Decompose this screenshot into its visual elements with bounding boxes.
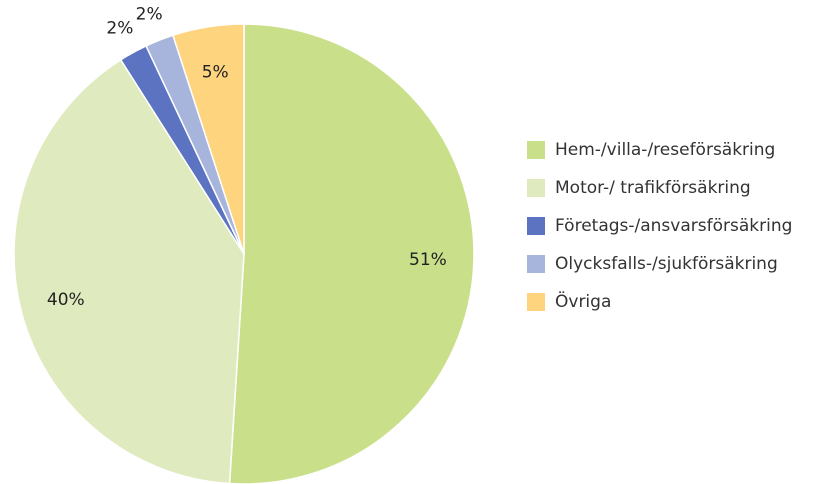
legend-swatch	[527, 293, 545, 311]
legend-label: Hem-/villa-/reseförsäkring	[555, 140, 775, 160]
data-label: 5%	[202, 62, 229, 82]
pie-slice	[171, 23, 245, 255]
legend-label: Övriga	[555, 290, 611, 312]
data-label: 51%	[409, 250, 447, 270]
legend-swatch	[527, 255, 545, 273]
legend-label: Företags-/ansvarsförsäkring	[555, 216, 792, 236]
legend-swatch	[527, 217, 545, 235]
legend-swatch	[527, 179, 545, 197]
legend-label: Olycksfalls-/sjukförsäkring	[555, 254, 778, 274]
legend-label: Motor-/ trafikförsäkring	[555, 178, 751, 198]
pie-slice	[228, 23, 475, 484]
data-label: 40%	[47, 290, 85, 310]
data-label: 2%	[136, 4, 163, 24]
pie-slice	[13, 58, 245, 484]
data-label: 2%	[106, 18, 133, 38]
legend-swatch	[527, 141, 545, 159]
